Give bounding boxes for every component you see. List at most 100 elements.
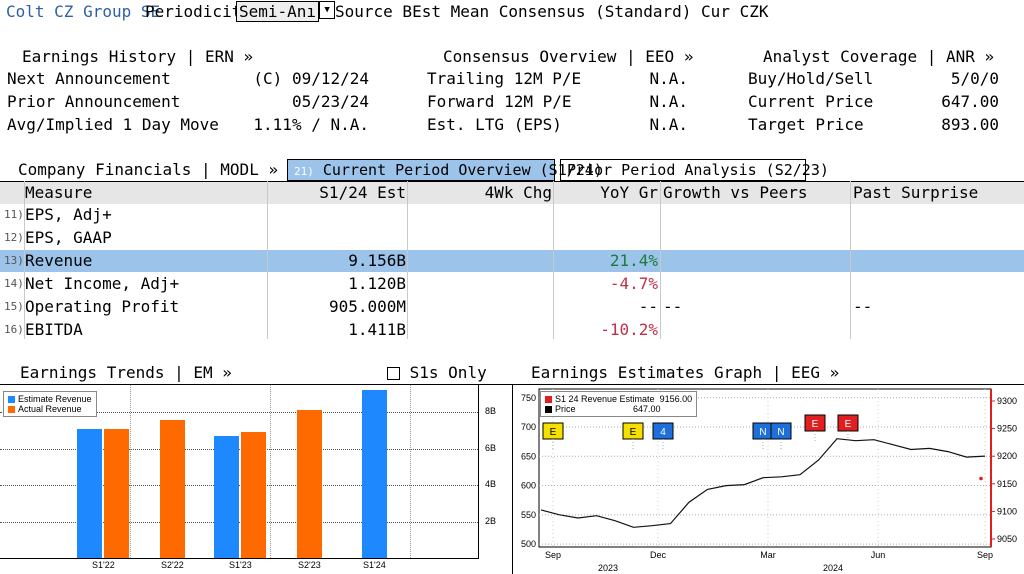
trends-legend: Estimate Revenue Actual Revenue xyxy=(3,391,97,417)
table-row[interactable]: 15) Operating Profit 905.000M -- -- -- xyxy=(0,296,1024,318)
row-measure[interactable]: Net Income, Adj+ xyxy=(25,274,180,293)
top-bar: Colt CZ Group SE Periodicity Semi-Anı ▼ S… xyxy=(0,0,1024,26)
bar-estimate[interactable] xyxy=(77,428,102,558)
col-divider xyxy=(407,181,408,339)
right-tick-label: 9250 xyxy=(997,424,1017,434)
row-measure[interactable]: EBITDA xyxy=(25,320,83,339)
cons-value-0: N.A. xyxy=(649,69,688,88)
table-row[interactable]: 14) Net Income, Adj+ 1.120B -4.7% xyxy=(0,273,1024,295)
year-label: 2023 xyxy=(598,563,618,573)
event-marker-label: E xyxy=(630,427,637,438)
row-surprise: -- xyxy=(853,297,873,316)
x-tick-label: S2'23 xyxy=(298,560,321,570)
company-name[interactable]: Colt CZ Group SE xyxy=(6,2,161,21)
price-line xyxy=(540,438,986,528)
left-tick-label: 550 xyxy=(521,510,536,520)
col-divider xyxy=(850,181,851,339)
row-num: 13) xyxy=(4,254,24,267)
legend-rev-value: 9156.00 xyxy=(659,394,693,404)
cons-label-0: Trailing 12M P/E xyxy=(427,69,582,88)
x-tick-label: S1'22 xyxy=(92,560,115,570)
chevron-down-icon[interactable]: ▼ xyxy=(319,1,336,19)
bar-actual[interactable] xyxy=(296,410,322,558)
x-tick-label: S1'24 xyxy=(363,560,386,570)
col-surprise[interactable]: Past Surprise xyxy=(853,183,979,202)
s1s-only-checkbox[interactable]: S1s Only xyxy=(387,363,487,382)
bar-actual[interactable] xyxy=(104,428,129,558)
trends-plot-area xyxy=(0,385,479,559)
col-chg[interactable]: 4Wk Chg xyxy=(484,183,552,202)
cons-label-2: Est. LTG (EPS) xyxy=(427,115,562,134)
earnings-history-title[interactable]: Earnings History | ERN » xyxy=(22,47,254,66)
cons-label-1: Forward 12M P/E xyxy=(427,92,572,111)
row-yoy: -10.2% xyxy=(600,320,658,339)
tab-current-label: Current Period Overview (S1/24) xyxy=(322,161,603,179)
legend-price-label: Price xyxy=(555,404,576,414)
row-measure[interactable]: Operating Profit xyxy=(25,297,180,316)
right-tick-label: 9150 xyxy=(997,479,1017,489)
bar-actual[interactable] xyxy=(241,432,266,558)
row-measure[interactable]: EPS, Adj+ xyxy=(25,205,112,224)
bar-estimate[interactable] xyxy=(214,435,239,558)
x-tick-label: Sep xyxy=(977,550,993,560)
row-measure[interactable]: EPS, GAAP xyxy=(25,228,112,247)
financials-title[interactable]: Company Financials | MODL » xyxy=(18,160,279,179)
row-est: 1.120B xyxy=(348,274,406,293)
year-label: 2024 xyxy=(823,563,843,573)
col-divider xyxy=(267,181,268,339)
col-divider xyxy=(24,181,25,339)
eeg-chart: 500 550 600 650 700 750 9050 9100 9150 9200 9250 93… xyxy=(512,384,1024,574)
x-tick-label: Mar xyxy=(760,550,776,560)
analyst-title[interactable]: Analyst Coverage | ANR » xyxy=(763,47,995,66)
bar-estimate[interactable] xyxy=(361,390,387,558)
col-peers[interactable]: Growth vs Peers xyxy=(663,183,808,202)
row-num: 11) xyxy=(4,208,24,221)
left-tick-label: 500 xyxy=(521,539,536,549)
bar-actual[interactable] xyxy=(159,419,185,558)
eh-label-2: Avg/Implied 1 Day Move xyxy=(7,115,219,134)
periodicity-value[interactable]: Semi-Anı xyxy=(236,1,320,22)
eh-value-0: (C) 09/12/24 xyxy=(253,69,369,88)
gridline xyxy=(130,385,131,558)
event-marker-label: N xyxy=(759,427,766,438)
gridline xyxy=(0,448,478,450)
y-tick-label: 6B xyxy=(485,442,497,453)
table-row[interactable]: 16) EBITDA 1.411B -10.2% xyxy=(0,319,1024,341)
left-tick-label: 750 xyxy=(521,393,536,403)
eeg-svg: 500 550 600 650 700 750 9050 9100 9150 9200 9250 93… xyxy=(521,388,1017,573)
legend-actual-label: Actual Revenue xyxy=(18,404,82,414)
an-value-2: 893.00 xyxy=(941,115,999,134)
tab-current-num: 21) xyxy=(294,165,314,178)
row-est: 905.000M xyxy=(328,297,406,316)
left-tick-label: 700 xyxy=(521,422,536,432)
row-num: 12) xyxy=(4,231,24,244)
eeg-title[interactable]: Earnings Estimates Graph | EEG » xyxy=(531,363,840,382)
event-marker-label: 4 xyxy=(660,427,666,438)
an-label-1: Current Price xyxy=(748,92,874,111)
eh-value-1: 05/23/24 xyxy=(291,92,369,111)
row-num: 14) xyxy=(4,277,24,290)
estimate-swatch xyxy=(8,396,15,404)
col-measure[interactable]: Measure xyxy=(25,183,93,202)
checkbox-box[interactable] xyxy=(387,367,400,380)
an-value-0: 5/0/0 xyxy=(950,69,999,88)
table-row[interactable]: 11) EPS, Adj+ xyxy=(0,204,1024,226)
y-tick-label: 8B xyxy=(485,406,497,417)
x-tick-label: S1'23 xyxy=(229,560,252,570)
row-measure[interactable]: Revenue xyxy=(25,251,93,270)
event-marker-label: N xyxy=(777,427,784,438)
tab-current-period[interactable]: 21) Current Period Overview (S1/24) xyxy=(287,159,603,181)
tab-prior-period[interactable]: Prior Period Analysis (S2/23) xyxy=(560,159,829,181)
col-est[interactable]: S1/24 Est xyxy=(319,183,406,202)
consensus-title[interactable]: Consensus Overview | EEO » xyxy=(443,47,694,66)
periodicity-dropdown[interactable]: Semi-Anı ▼ xyxy=(236,1,336,22)
cons-value-1: N.A. xyxy=(649,92,688,111)
legend-revenue-estimate: S1 24 Revenue Estimate 9156.00 xyxy=(545,394,692,404)
actual-swatch xyxy=(8,406,15,414)
x-tick-label: Sep xyxy=(545,550,561,560)
right-tick-label: 9100 xyxy=(997,506,1017,516)
table-row-selected[interactable]: 13) Revenue 9.156B 21.4% xyxy=(0,250,1024,272)
trends-title[interactable]: Earnings Trends | EM » xyxy=(20,363,232,382)
col-yoy[interactable]: YoY Gr xyxy=(600,183,658,202)
table-row[interactable]: 12) EPS, GAAP xyxy=(0,227,1024,249)
